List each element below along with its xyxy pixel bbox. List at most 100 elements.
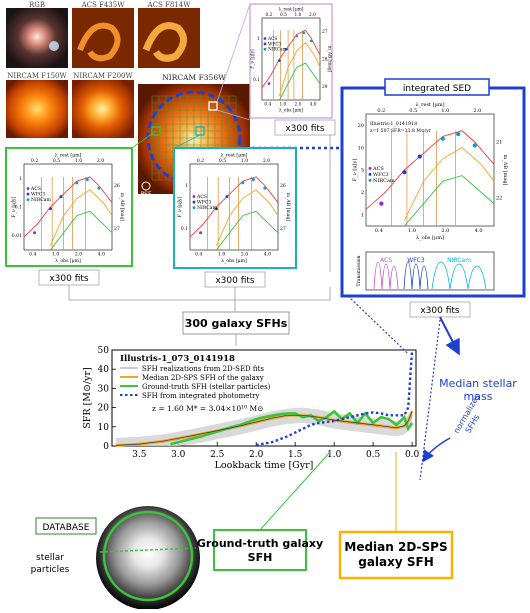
right-tick-label: 27: [280, 226, 286, 232]
photometry-point: [310, 39, 313, 43]
thumbnail-rgb: RGB: [6, 1, 68, 68]
photometry-point: [85, 177, 89, 181]
photometry-point: [214, 207, 218, 211]
legend-label: WFC3: [373, 172, 389, 178]
bottom-tick-label: 2.0: [241, 252, 248, 258]
panel-border: [349, 97, 517, 249]
bottom-axis-label: λ_obs [μm]: [279, 109, 303, 114]
model-curve: [365, 130, 495, 210]
x-tick-label: 0.5: [366, 450, 381, 460]
photometry-point: [456, 132, 461, 137]
filter-label: WFC3: [407, 257, 425, 264]
photometry-point: [417, 154, 422, 159]
caption-left: x300 fits: [38, 269, 100, 286]
svg-text:300 galaxy SFHs: 300 galaxy SFHs: [185, 317, 288, 330]
filter-thumbnails: RGB ACS F435W ACS F814W NIRCAM F150W NIR…: [6, 1, 200, 138]
thumbnail-nircam-f150w: NIRCAM F150W: [6, 72, 68, 138]
filter-curve: [373, 261, 383, 290]
photometry-point: [379, 201, 384, 206]
thumbnail-acs-f435w: ACS F435W: [72, 1, 134, 68]
integrated-connector: [347, 295, 409, 355]
legend-marker: [192, 195, 196, 198]
top-tick-label: 1.0: [241, 158, 248, 164]
plot-frame: [189, 163, 279, 251]
svg-text:x300 fits: x300 fits: [49, 274, 89, 284]
top-tick-label: 1.0: [441, 108, 449, 114]
bottom-tick-label: 4.0: [98, 252, 105, 258]
series-line-4: [255, 349, 414, 447]
left-tick-label: 1: [19, 176, 22, 182]
integrated-galaxy-name: Illustris-1_0141918: [370, 121, 417, 127]
psf-circle: [141, 181, 151, 191]
bottom-tick-label: 1.0: [408, 228, 416, 234]
top-axis-label: λ_rest [μm]: [221, 152, 248, 158]
bottom-axis-label: λ_obs [μm]: [416, 235, 444, 241]
photometry-point: [440, 136, 445, 141]
model-curve: [278, 41, 321, 97]
sed-panel-integrated: integrated SED 0.2 0.5 1.0 2.0 0.4 1.0 2.0 4.0 λ_…: [340, 78, 526, 298]
plot-frame: [365, 113, 495, 227]
left-tick-label: 1: [185, 183, 188, 189]
legend-label: ACS: [372, 166, 384, 172]
top-tick-label: 0.5: [219, 158, 226, 164]
left-axis-label: F_ν [μJy]: [177, 196, 183, 217]
right-tick-label: 27: [114, 226, 120, 232]
model-curve: [404, 175, 495, 227]
top-tick-label: 0.2: [197, 158, 204, 164]
top-tick-label: 0.5: [409, 108, 417, 114]
left-tick-label: 1: [257, 37, 260, 42]
svg-text:x300 fits: x300 fits: [420, 306, 460, 316]
chart-annotation: z = 1.60 M* = 3.04×10¹⁰ M⊙: [152, 404, 263, 413]
right-axis-label: m_AB [mag]: [502, 155, 508, 186]
model-curve: [261, 29, 321, 88]
photometry-point: [402, 170, 407, 175]
photometry-point: [267, 82, 271, 85]
x-tick-label: 2.5: [210, 450, 225, 460]
thumbnail-nircam-f200w: NIRCAM F200W: [72, 72, 134, 138]
bottom-axis-label: λ_obs [μm]: [55, 258, 81, 264]
top-axis-label: λ_rest [μm]: [55, 152, 82, 158]
bottom-axis-label: λ_obs [μm]: [221, 258, 247, 264]
top-tick-label: 1.0: [75, 158, 82, 164]
bottom-tick-label: 0.4: [375, 228, 383, 234]
left-tick-label: 2: [361, 190, 364, 196]
bottom-tick-label: 4.0: [310, 102, 317, 107]
legend-marker: [192, 206, 196, 210]
legend-label: Median 2D-SPS SFH of the galaxy: [142, 374, 264, 382]
legend-marker: [192, 200, 196, 204]
left-axis-label: F_ν [μJy]: [11, 196, 17, 217]
bottom-tick-label: 0.4: [264, 102, 271, 107]
legend-marker: [368, 172, 372, 176]
bottom-tick-label: 4.0: [264, 252, 271, 258]
right-tick-label: 22: [496, 196, 502, 202]
legend-marker: [263, 47, 267, 51]
photometry-point: [33, 231, 37, 235]
median-core: [115, 411, 413, 446]
top-tick-label: 0.5: [53, 158, 60, 164]
legend-marker: [368, 166, 372, 170]
thumbnail-label: NIRCAM F200W: [73, 72, 133, 80]
photometry-point: [251, 177, 255, 181]
photometry-point: [225, 195, 229, 199]
legend-label: ACS: [196, 194, 207, 200]
left-tick-label: 1: [361, 212, 364, 218]
right-tick-label: 28: [322, 57, 328, 62]
caption-integrated: x300 fits: [409, 301, 471, 318]
x-tick-label: 1.0: [327, 450, 342, 460]
photometry-point: [199, 231, 203, 235]
legend-marker: [26, 192, 30, 196]
top-tick-label: 2.0: [263, 158, 270, 164]
photometry-point: [48, 207, 52, 211]
integrated-title-box: [384, 78, 490, 96]
x-tick-label: 2.0: [249, 450, 264, 460]
legend-marker: [368, 178, 372, 182]
x-tick-label: 3.0: [171, 450, 186, 460]
bottom-tick-label: 4.0: [475, 228, 483, 234]
top-tick-label: 2.0: [309, 13, 316, 18]
sfh-count-box: 300 galaxy SFHs: [182, 311, 290, 335]
bottom-tick-label: 2.0: [441, 228, 449, 234]
filter-label: NIRCam: [447, 257, 471, 264]
top-tick-label: 0.2: [31, 158, 38, 164]
y-tick-label: 40: [98, 365, 110, 375]
thumbnail-label: RGB: [29, 1, 45, 9]
